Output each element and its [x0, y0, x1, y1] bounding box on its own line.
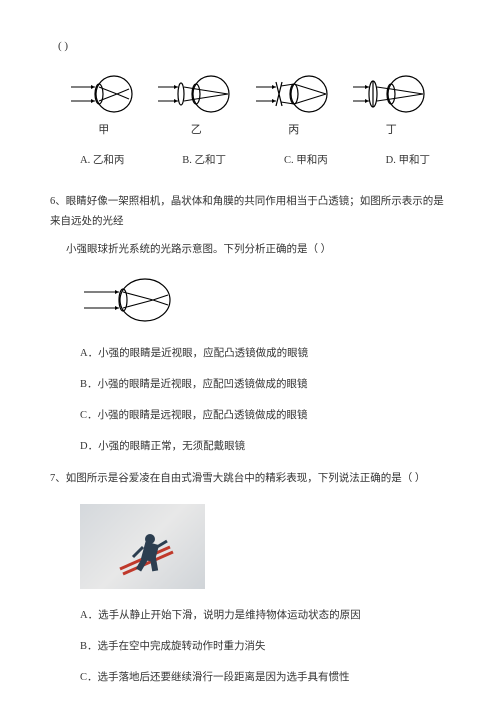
q5-opt-c: C. 甲和丙 — [284, 152, 328, 167]
skier-icon — [115, 529, 185, 584]
q7-ans-a: A．选手从静止开始下滑，说明力是维持物体运动状态的原因 — [80, 607, 450, 622]
diag-jia: 甲 — [69, 72, 139, 137]
eye-ding-svg — [351, 72, 431, 117]
q6-line2: 小强眼球折光系统的光路示意图。下列分析正确的是（ ） — [66, 240, 450, 260]
q7-ans-b: B．选手在空中完成旋转动作时重力消失 — [80, 638, 450, 653]
diag-ding-label: 丁 — [386, 121, 397, 137]
q5-options: A. 乙和丙 B. 乙和丁 C. 甲和丙 D. 甲和丁 — [80, 152, 430, 167]
q7-text: 7、如图所示是谷爱凌在自由式滑雪大跳台中的精彩表现，下列说法正确的是（ ） — [50, 469, 450, 489]
eye-jia-svg — [69, 72, 139, 117]
q6-ans-b: B．小强的眼睛是近视眼，应配凹透镜做成的眼镜 — [80, 376, 450, 391]
diag-ding: 丁 — [351, 72, 431, 137]
bracket-placeholder: ( ) — [58, 40, 450, 52]
q7-answers: A．选手从静止开始下滑，说明力是维持物体运动状态的原因 B．选手在空中完成旋转动… — [80, 607, 450, 684]
diag-jia-label: 甲 — [98, 121, 109, 137]
q5-opt-d: D. 甲和丁 — [386, 152, 430, 167]
q6-ans-d: D．小强的眼睛正常，无须配戴眼镜 — [80, 438, 450, 453]
q7-ans-c: C．选手落地后还要继续滑行一段距离是因为选手具有惯性 — [80, 669, 450, 684]
eye-bing-svg — [254, 72, 334, 117]
q6-diagram — [80, 275, 450, 325]
q7-photo — [80, 504, 205, 589]
diag-yi-label: 乙 — [191, 121, 202, 137]
q6-text: 6、眼睛好像一架照相机，晶状体和角膜的共同作用相当于凸透镜；如图所示表示的是来自… — [50, 192, 450, 232]
q7-num: 7、 — [50, 473, 66, 484]
q6-ans-c: C．小强的眼睛是远视眼，应配凸透镜做成的眼镜 — [80, 407, 450, 422]
q6-ans-a: A．小强的眼睛是近视眼，应配凸透镜做成的眼镜 — [80, 345, 450, 360]
q5-diagrams: 甲 乙 — [60, 72, 440, 137]
q5-opt-b: B. 乙和丁 — [182, 152, 226, 167]
q6-num: 6、 — [50, 196, 66, 207]
eye-yi-svg — [156, 72, 236, 117]
q6-answers: A．小强的眼睛是近视眼，应配凸透镜做成的眼镜 B．小强的眼睛是近视眼，应配凹透镜… — [80, 345, 450, 453]
diag-bing-label: 丙 — [288, 121, 299, 137]
q5-opt-a: A. 乙和丙 — [80, 152, 124, 167]
diag-yi: 乙 — [156, 72, 236, 137]
diag-bing: 丙 — [254, 72, 334, 137]
